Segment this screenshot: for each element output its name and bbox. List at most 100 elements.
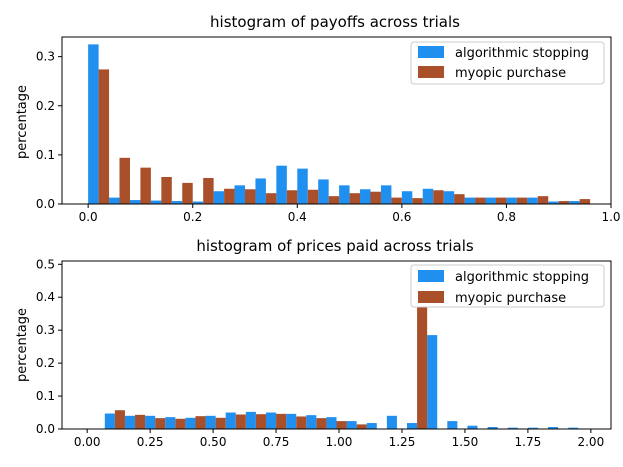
price-xtick-label-8: 2.00 [577, 435, 604, 449]
price-bar-myopic-0 [114, 410, 125, 429]
price-bar-algorithmic-16 [427, 335, 438, 429]
payoff-bar-algorithmic-6 [213, 191, 225, 204]
price-bar-myopic-6 [235, 414, 246, 429]
price-bar-algorithmic-5 [205, 415, 216, 429]
price-bar-myopic-9 [296, 416, 307, 429]
price-bar-myopic-7 [255, 414, 266, 429]
price-ytick-label-2: 0.2 [36, 356, 55, 370]
payoff-bar-algorithmic-10 [297, 168, 308, 204]
price-bar-algorithmic-2 [145, 415, 156, 429]
price-bar-algorithmic-20 [507, 427, 518, 429]
payoff-bar-myopic-10 [307, 189, 319, 204]
payoff-bar-myopic-21 [537, 196, 549, 204]
price-bar-myopic-1 [135, 414, 146, 429]
price-bar-myopic-15 [417, 267, 428, 429]
payoff-legend: algorithmic stopping myopic purchase [410, 41, 605, 85]
payoff-xtick-label-3: 0.6 [392, 210, 411, 224]
payoff-ytick-label-3: 0.3 [36, 50, 55, 64]
payoff-y-ticks: 0.0 0.1 0.2 0.3 [36, 50, 62, 211]
price-legend-swatch-algorithmic [418, 270, 444, 282]
price-legend-box [410, 264, 605, 308]
price-bar-algorithmic-19 [487, 427, 498, 429]
price-xtick-label-2: 0.50 [200, 435, 227, 449]
price-ytick-label-3: 0.3 [36, 323, 55, 337]
payoff-xtick-label-1: 0.2 [183, 210, 202, 224]
payoff-bar-algorithmic-1 [109, 197, 120, 204]
price-bar-algorithmic-0 [104, 413, 115, 429]
price-bar-algorithmic-6 [225, 412, 236, 429]
price-bar-myopic-12 [356, 424, 367, 429]
price-bar-algorithmic-21 [527, 427, 538, 429]
price-bar-algorithmic-12 [346, 421, 357, 429]
payoff-bar-algorithmic-16 [422, 188, 434, 204]
price-bar-myopic-2 [155, 418, 166, 429]
price-bars [104, 267, 579, 429]
price-bar-algorithmic-10 [306, 415, 317, 429]
payoff-ytick-label-2: 0.2 [36, 99, 55, 113]
payoff-xtick-label-4: 0.8 [497, 210, 516, 224]
price-bar-algorithmic-14 [386, 415, 397, 429]
price-bar-myopic-10 [316, 418, 327, 429]
price-legend-label-algorithmic: algorithmic stopping [455, 270, 589, 285]
price-legend-swatch-myopic [418, 291, 444, 303]
payoff-bar-algorithmic-19 [485, 197, 496, 204]
price-bar-algorithmic-9 [286, 413, 297, 429]
payoff-bar-myopic-11 [328, 196, 340, 204]
price-xtick-label-3: 0.75 [263, 435, 290, 449]
price-bar-myopic-5 [215, 417, 226, 429]
price-bar-algorithmic-23 [568, 427, 579, 429]
payoff-bar-myopic-15 [412, 198, 423, 204]
payoff-bar-algorithmic-22 [548, 201, 559, 204]
payoff-bar-myopic-5 [203, 177, 214, 204]
price-chart-title: histogram of prices paid across trials [196, 237, 474, 255]
price-chart-ylabel: percentage [15, 308, 30, 382]
payoff-bar-algorithmic-12 [339, 185, 350, 204]
price-bar-algorithmic-15 [407, 423, 418, 429]
payoff-bar-algorithmic-13 [360, 189, 371, 204]
price-xtick-label-0: 0.00 [74, 435, 101, 449]
price-y-ticks: 0.0 0.1 0.2 0.3 0.4 0.5 [36, 257, 62, 436]
payoff-bar-myopic-0 [98, 69, 110, 204]
payoff-bar-algorithmic-18 [464, 197, 476, 204]
price-bar-myopic-8 [276, 413, 287, 429]
payoff-chart-title: histogram of payoffs across trials [210, 13, 460, 31]
payoff-bar-algorithmic-21 [527, 197, 538, 204]
payoff-bar-algorithmic-7 [234, 185, 245, 204]
price-xtick-label-4: 1.00 [326, 435, 353, 449]
payoff-bars [88, 44, 591, 205]
payoff-bar-algorithmic-23 [569, 201, 580, 204]
payoff-bar-myopic-17 [454, 194, 465, 204]
payoff-bar-algorithmic-15 [401, 191, 413, 204]
price-ytick-label-0: 0.0 [36, 422, 55, 436]
payoff-bar-myopic-6 [224, 188, 235, 204]
payoff-ytick-label-0: 0.0 [36, 197, 55, 211]
price-xtick-label-7: 1.75 [515, 435, 542, 449]
payoff-bar-algorithmic-3 [150, 200, 162, 204]
payoff-bar-myopic-14 [391, 197, 402, 204]
payoff-bar-algorithmic-4 [171, 201, 183, 204]
price-chart: histogram of prices paid across trials p… [15, 237, 612, 449]
price-bar-algorithmic-18 [467, 425, 478, 429]
payoff-bar-myopic-13 [370, 191, 381, 204]
payoff-legend-box [410, 41, 605, 85]
payoff-bar-algorithmic-2 [129, 200, 141, 204]
payoff-chart: histogram of payoffs across trials perce… [15, 13, 621, 224]
price-legend: algorithmic stopping myopic purchase [410, 264, 605, 308]
price-bar-algorithmic-13 [366, 423, 377, 429]
price-ytick-label-5: 0.5 [36, 257, 55, 271]
price-x-ticks: 0.00 0.25 0.50 0.75 1.00 1.25 1.50 1.75 2.00 [74, 429, 604, 449]
payoff-bar-myopic-3 [161, 176, 172, 204]
payoff-bar-myopic-18 [475, 197, 486, 204]
price-bar-algorithmic-22 [548, 427, 559, 429]
price-bar-algorithmic-11 [326, 417, 337, 429]
payoff-bar-myopic-20 [516, 197, 528, 204]
payoff-legend-swatch-myopic [418, 66, 444, 78]
price-ytick-label-4: 0.4 [36, 290, 55, 304]
price-axes-frame [61, 260, 612, 430]
payoff-bar-myopic-23 [579, 199, 591, 204]
price-xtick-label-5: 1.25 [389, 435, 416, 449]
payoff-bar-algorithmic-11 [318, 179, 329, 204]
payoff-legend-label-algorithmic: algorithmic stopping [455, 46, 589, 61]
price-bar-myopic-11 [336, 421, 347, 429]
